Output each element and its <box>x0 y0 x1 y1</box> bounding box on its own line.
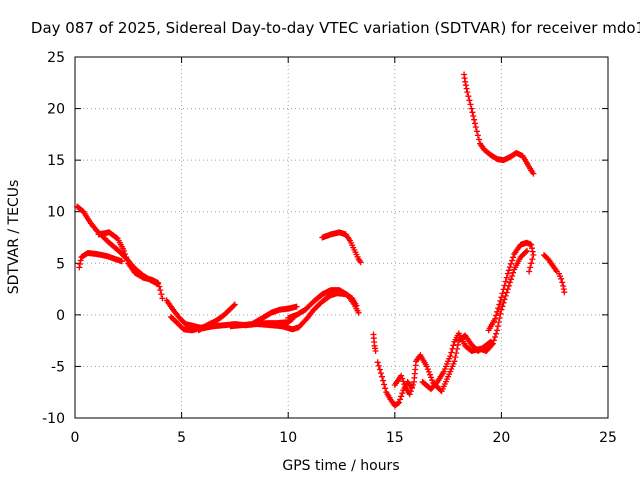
y-tick-label: 25 <box>47 50 65 66</box>
series-track-p <box>461 71 537 177</box>
series-track-q <box>541 252 560 275</box>
plus-markers <box>461 71 537 177</box>
series-track-j <box>319 229 364 266</box>
plus-markers <box>227 303 300 330</box>
y-tick-label: 0 <box>56 308 65 324</box>
series-track-r <box>556 270 568 296</box>
series-track-g <box>227 303 300 330</box>
series-track-o <box>485 239 537 334</box>
x-tick-label: 10 <box>279 430 297 446</box>
series-track-f <box>195 301 238 334</box>
series-track-n <box>419 247 530 393</box>
plus-markers <box>285 287 362 321</box>
x-tick-label: 15 <box>386 430 404 446</box>
plus-markers <box>95 229 166 302</box>
grid <box>75 57 608 418</box>
x-tick-label: 25 <box>599 430 617 446</box>
x-tick-label: 0 <box>71 430 80 446</box>
y-axis-label: SDTVAR / TECUs <box>6 180 22 295</box>
series-track-i <box>285 287 362 321</box>
series-track-b <box>76 250 125 271</box>
series-track-c <box>95 229 166 302</box>
series-track-a <box>74 203 162 287</box>
y-tick-label: -10 <box>42 411 65 427</box>
plus-markers <box>485 239 537 334</box>
x-tick-label: 20 <box>492 430 510 446</box>
series-track-k <box>370 331 379 354</box>
axes: 0 5 10 15 20 25 -10 -5 0 5 10 15 20 25 <box>42 50 617 446</box>
series-track-l <box>374 359 415 409</box>
chart-title: Day 087 of 2025, Sidereal Day-to-day VTE… <box>31 19 640 37</box>
y-tick-label: -5 <box>51 359 65 375</box>
plus-markers <box>370 331 379 354</box>
plus-markers <box>374 359 415 409</box>
x-axis-label: GPS time / hours <box>282 458 399 474</box>
plus-markers <box>319 229 364 266</box>
x-tick-label: 5 <box>177 430 186 446</box>
plus-markers <box>391 332 494 398</box>
plus-markers <box>76 250 125 271</box>
plus-markers <box>195 301 238 334</box>
plus-markers <box>74 203 162 287</box>
plus-markers <box>556 270 568 296</box>
y-tick-label: 15 <box>47 153 65 169</box>
data-points <box>74 71 568 409</box>
y-tick-label: 20 <box>47 102 65 118</box>
plus-markers <box>541 252 560 275</box>
plot-frame <box>74 56 609 419</box>
plus-markers <box>419 247 530 393</box>
series-track-m <box>391 332 494 398</box>
y-tick-label: 5 <box>56 256 65 272</box>
y-tick-label: 10 <box>47 205 65 221</box>
